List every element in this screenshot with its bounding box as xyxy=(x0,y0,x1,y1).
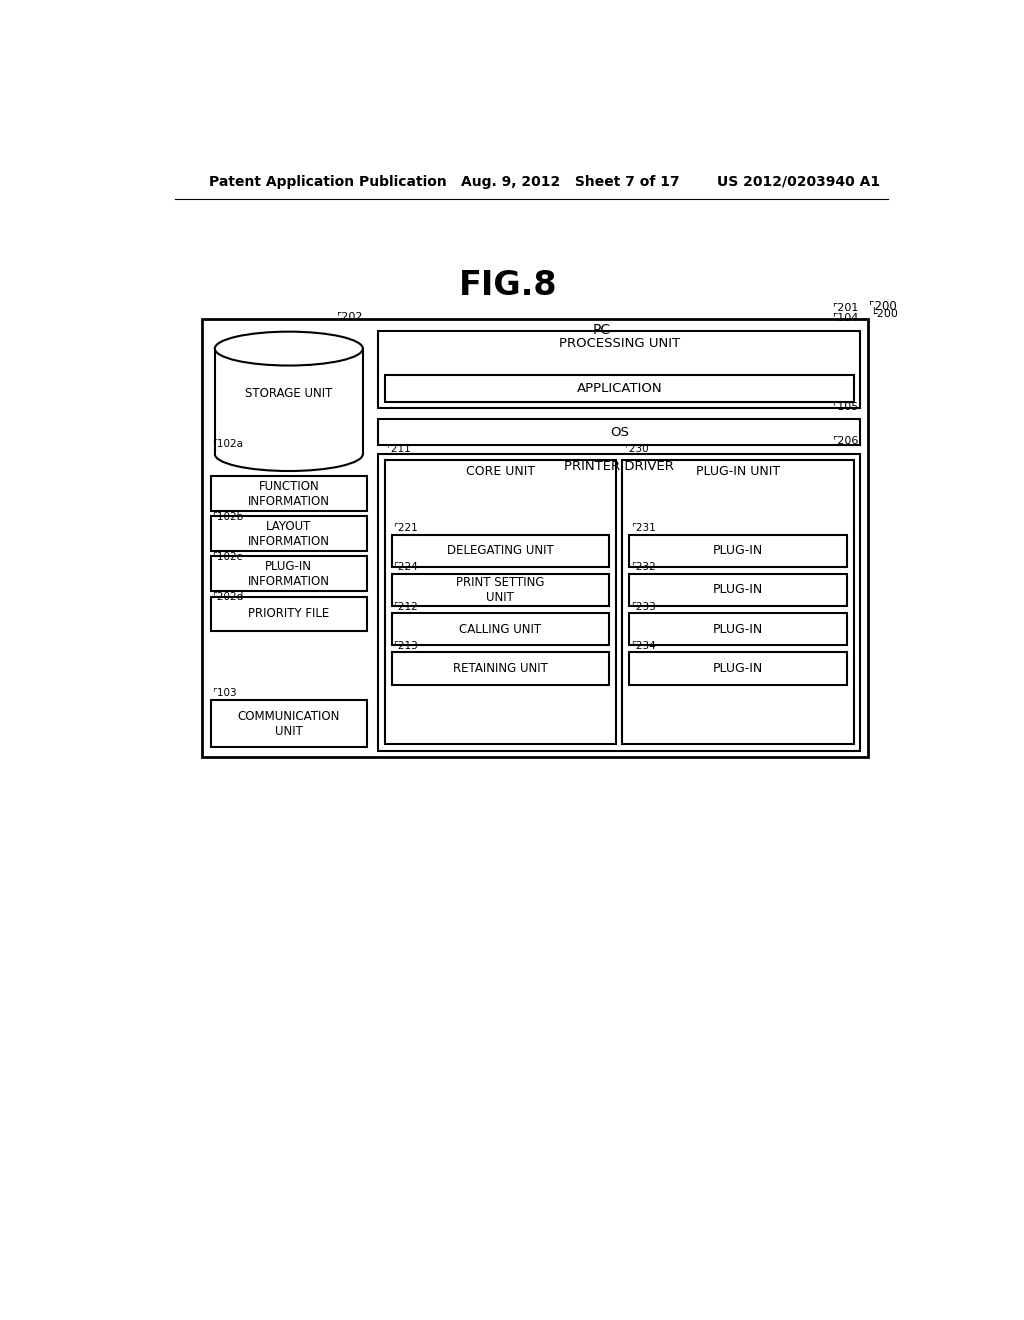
Text: FIG.8: FIG.8 xyxy=(459,269,557,302)
Text: PLUG-IN: PLUG-IN xyxy=(713,663,764,675)
Text: PLUG-IN: PLUG-IN xyxy=(713,544,764,557)
Text: PROCESSING UNIT: PROCESSING UNIT xyxy=(559,338,680,351)
Text: PLUG-IN: PLUG-IN xyxy=(713,623,764,636)
Text: PRIORITY FILE: PRIORITY FILE xyxy=(248,607,330,620)
Text: OS: OS xyxy=(610,425,629,438)
Text: Patent Application Publication: Patent Application Publication xyxy=(209,174,447,189)
Text: ⌜211: ⌜211 xyxy=(386,444,411,454)
Text: ⌜102c: ⌜102c xyxy=(212,552,243,562)
Text: DELEGATING UNIT: DELEGATING UNIT xyxy=(447,544,554,557)
Ellipse shape xyxy=(215,331,362,366)
Text: APPLICATION: APPLICATION xyxy=(577,381,663,395)
Text: PLUG-IN UNIT: PLUG-IN UNIT xyxy=(696,465,780,478)
Text: US 2012/0203940 A1: US 2012/0203940 A1 xyxy=(717,174,880,189)
Text: ⌜231: ⌜231 xyxy=(631,523,655,533)
Bar xyxy=(630,652,847,685)
Text: ⌜212: ⌜212 xyxy=(393,602,418,611)
Text: ⌜102a: ⌜102a xyxy=(212,440,244,449)
Text: ⌜201: ⌜201 xyxy=(831,304,858,313)
Bar xyxy=(385,461,616,744)
Text: ⌜103: ⌜103 xyxy=(212,688,238,698)
Text: PC: PC xyxy=(593,323,610,337)
Bar xyxy=(378,331,860,408)
Bar xyxy=(211,477,367,511)
Text: ⌜221: ⌜221 xyxy=(393,523,418,533)
Text: STORAGE UNIT: STORAGE UNIT xyxy=(245,387,333,400)
Bar xyxy=(630,612,847,645)
Bar xyxy=(391,652,609,685)
Bar xyxy=(391,612,609,645)
Text: PLUG-IN: PLUG-IN xyxy=(713,583,764,597)
Bar xyxy=(630,574,847,606)
Bar xyxy=(378,454,860,751)
Bar xyxy=(211,557,367,591)
Text: RETAINING UNIT: RETAINING UNIT xyxy=(453,663,548,675)
Bar xyxy=(630,535,847,566)
Text: COMMUNICATION
UNIT: COMMUNICATION UNIT xyxy=(238,710,340,738)
Bar xyxy=(623,461,854,744)
Text: ⌜213: ⌜213 xyxy=(393,640,418,651)
Text: FUNCTION
INFORMATION: FUNCTION INFORMATION xyxy=(248,479,330,508)
Text: ⌜234: ⌜234 xyxy=(631,640,655,651)
Text: Aug. 9, 2012   Sheet 7 of 17: Aug. 9, 2012 Sheet 7 of 17 xyxy=(461,174,680,189)
Bar xyxy=(211,700,367,747)
Bar xyxy=(391,574,609,606)
Text: ⌜202d: ⌜202d xyxy=(212,591,244,602)
Bar xyxy=(385,375,854,401)
Text: ⌜200: ⌜200 xyxy=(869,300,897,313)
Bar xyxy=(378,420,860,445)
Text: ⌜105: ⌜105 xyxy=(831,401,858,412)
Bar xyxy=(391,535,609,566)
Text: ⌜202: ⌜202 xyxy=(336,313,362,322)
Text: ⌜206: ⌜206 xyxy=(831,437,858,446)
Text: CALLING UNIT: CALLING UNIT xyxy=(460,623,542,636)
Text: LAYOUT
INFORMATION: LAYOUT INFORMATION xyxy=(248,520,330,548)
Ellipse shape xyxy=(216,438,361,470)
Text: PLUG-IN
INFORMATION: PLUG-IN INFORMATION xyxy=(248,560,330,587)
Bar xyxy=(202,319,868,756)
Text: PRINT SETTING
UNIT: PRINT SETTING UNIT xyxy=(456,576,545,605)
Text: └200: └200 xyxy=(869,309,898,319)
Bar xyxy=(211,597,367,631)
Text: ⌜102b: ⌜102b xyxy=(212,512,244,521)
Text: CORE UNIT: CORE UNIT xyxy=(466,465,535,478)
Text: ⌜224: ⌜224 xyxy=(393,562,418,573)
Text: ⌜233: ⌜233 xyxy=(631,602,655,611)
Text: ⌜232: ⌜232 xyxy=(631,562,655,573)
Text: ⌜230: ⌜230 xyxy=(624,444,648,454)
Text: PRINTER DRIVER: PRINTER DRIVER xyxy=(564,459,674,473)
Bar xyxy=(211,516,367,552)
Text: ⌜104: ⌜104 xyxy=(831,313,858,323)
